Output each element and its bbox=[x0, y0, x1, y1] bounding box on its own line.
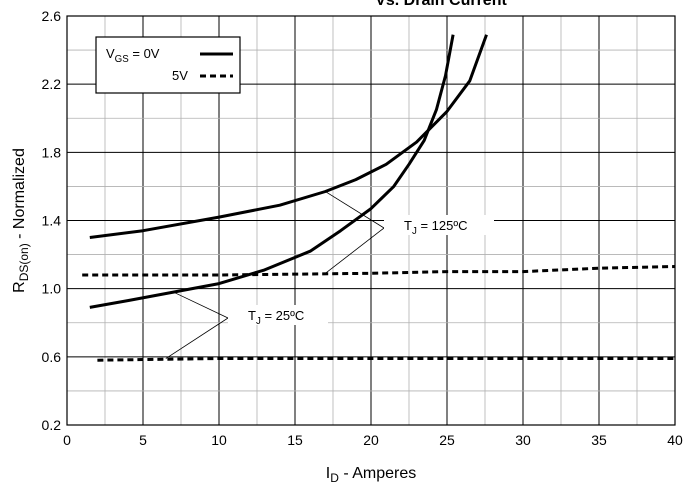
series-line-solid-tj25 bbox=[89, 34, 455, 309]
annotation-tj-25: TJ = 25ºC bbox=[165, 291, 328, 359]
annotation-text: TJ = 125ºC bbox=[404, 218, 467, 237]
x-tick-label: 40 bbox=[667, 432, 683, 448]
series-group bbox=[82, 34, 676, 362]
annotation-leader-line bbox=[325, 227, 385, 274]
plot-frame bbox=[66, 15, 676, 426]
y-tick-label: 1.0 bbox=[42, 281, 62, 297]
annotation-text: TJ = 25ºC bbox=[248, 308, 304, 327]
plot-frame-rect bbox=[66, 15, 676, 426]
y-tick-label: 2.2 bbox=[42, 76, 62, 92]
y-tick-label: 2.6 bbox=[42, 8, 62, 24]
y-tick-labels: 0.2 0.6 1.0 1.4 1.8 2.2 2.6 bbox=[42, 8, 62, 433]
x-tick-label: 10 bbox=[211, 432, 227, 448]
y-tick-label: 1.8 bbox=[42, 144, 62, 160]
x-tick-label: 20 bbox=[363, 432, 379, 448]
annotation-tj-125: TJ = 125ºC bbox=[325, 191, 494, 274]
series-line-dashed-tj125 bbox=[82, 265, 676, 277]
legend-box bbox=[95, 36, 241, 94]
series-line-dashed-tj25 bbox=[97, 357, 675, 362]
x-axis-label-text: ID - Amperes bbox=[326, 465, 416, 485]
legend: VGS = 0V 5V bbox=[95, 36, 241, 94]
y-axis-label: RDS(on) - Normalized bbox=[11, 148, 31, 293]
annotations: TJ = 125ºC TJ = 25ºC bbox=[165, 191, 494, 359]
x-tick-label: 25 bbox=[439, 432, 455, 448]
annotation-leader-line bbox=[325, 191, 385, 229]
series-line-solid-tj125 bbox=[89, 34, 488, 239]
annotation-leader-line bbox=[173, 291, 229, 319]
y-tick-label: 0.2 bbox=[42, 417, 62, 433]
x-tick-label: 15 bbox=[287, 432, 303, 448]
x-tick-label: 5 bbox=[139, 432, 147, 448]
x-tick-label: 35 bbox=[591, 432, 607, 448]
x-tick-label: 30 bbox=[515, 432, 531, 448]
y-axis-label-text: RDS(on) - Normalized bbox=[11, 148, 31, 293]
y-tick-label: 1.4 bbox=[42, 213, 62, 229]
annotation-box bbox=[228, 305, 328, 325]
x-axis-label: ID - Amperes bbox=[326, 465, 416, 485]
y-tick-label: 0.6 bbox=[42, 349, 62, 365]
annotation-box bbox=[384, 215, 494, 235]
legend-entry-solid-label: VGS = 0V bbox=[106, 46, 160, 65]
legend-entry-dashed-label: 5V bbox=[172, 68, 188, 83]
chart-title: Vs. Drain Current bbox=[375, 0, 507, 9]
x-tick-label: 0 bbox=[63, 432, 71, 448]
annotation-leader-line bbox=[165, 317, 229, 359]
x-tick-labels: 0 5 10 15 20 25 30 35 40 bbox=[63, 432, 683, 448]
